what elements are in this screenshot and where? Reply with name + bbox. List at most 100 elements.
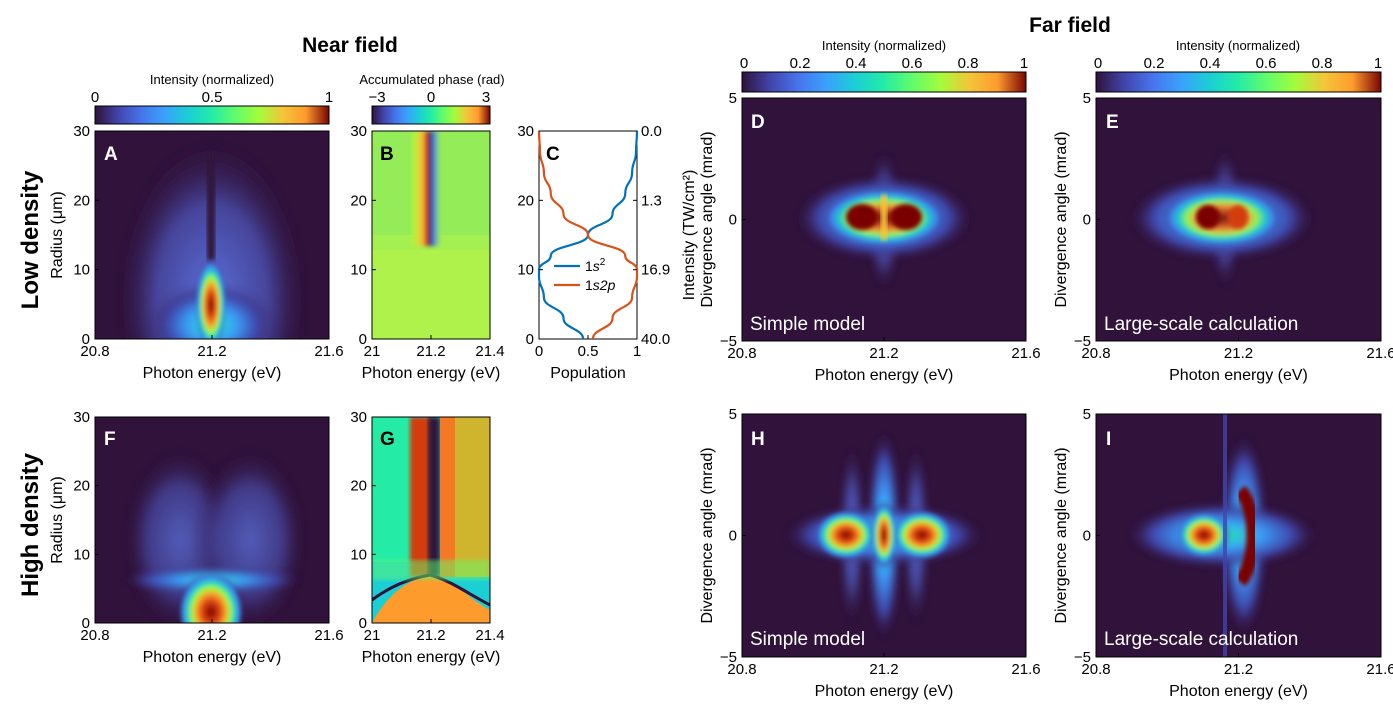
colorbar-gradient xyxy=(1095,71,1382,93)
colorbar-gradient xyxy=(741,71,1027,93)
y-tick-label: 30 xyxy=(517,123,534,140)
panel-d-xlabel: Photon energy (eV) xyxy=(815,367,954,384)
colorbar-phase: Accumulated phase (rad) −3 0 3 xyxy=(359,72,505,125)
colorbar-gradient xyxy=(371,105,491,125)
panel-c-xlabel: Population xyxy=(550,365,626,382)
y-tick-label: 20 xyxy=(73,192,90,209)
panel-b-heatmap xyxy=(372,131,490,339)
colorbar-tick: 3 xyxy=(482,89,490,106)
panel-b: B xyxy=(371,130,491,340)
y-tick-label: 0 xyxy=(359,331,367,348)
y-tick-label: 20 xyxy=(517,192,534,209)
panel-i-heatmap xyxy=(1096,414,1381,657)
colorbar-tick: −3 xyxy=(368,89,385,106)
y-tick-label: 0 xyxy=(526,331,534,348)
y-tick-label: 10 xyxy=(350,262,367,279)
y-tick-label: 0 xyxy=(1083,528,1091,545)
panel-e-ylabel: Divergence angle (mrad) xyxy=(1053,131,1070,307)
colorbar-tick: 0 xyxy=(1094,55,1102,72)
panel-h-ylabel: Divergence angle (mrad) xyxy=(699,447,716,623)
x-tick-label: 20.8 xyxy=(727,661,756,678)
colorbar-label: Intensity (normalized) xyxy=(1176,38,1300,53)
x-tick-label: 21.2 xyxy=(197,343,226,360)
panel-e-heatmap xyxy=(1096,98,1381,341)
x-tick-label: 21.6 xyxy=(1011,345,1040,362)
panel-a-heatmap xyxy=(95,131,329,339)
colorbar-tick: 0.6 xyxy=(1256,55,1277,72)
colorbar-tick: 1 xyxy=(325,89,333,106)
annotation-large-scale-i: Large-scale calculation xyxy=(1104,629,1298,650)
colorbar-tick: 0.2 xyxy=(790,55,811,72)
x-tick-label: 21.6 xyxy=(1366,345,1393,362)
y-tick-label: 5 xyxy=(1083,406,1091,423)
panel-g-xlabel: Photon energy (eV) xyxy=(362,649,501,666)
y-tick-label: 0 xyxy=(1083,212,1091,229)
y-tick-label: 5 xyxy=(729,406,737,423)
y-tick-label: 10 xyxy=(350,546,367,563)
y-tick-label: 20 xyxy=(350,478,367,495)
x-tick-label: 21.6 xyxy=(314,627,343,644)
x-tick-label: 20.8 xyxy=(727,345,756,362)
y-right-tick-label: 1.3 xyxy=(641,192,662,209)
colorbar-tick: 0.4 xyxy=(1200,55,1221,72)
x-tick-label: 21.4 xyxy=(475,343,504,360)
x-tick-label: 21 xyxy=(364,627,381,644)
panel-h: H Simple model xyxy=(741,413,1027,658)
x-tick-label: 21.2 xyxy=(1224,661,1253,678)
panel-letter-a: A xyxy=(104,144,118,165)
legend: 1s2 1s2p xyxy=(554,257,616,293)
y-tick-label: 30 xyxy=(73,123,90,140)
panel-i-xlabel: Photon energy (eV) xyxy=(1169,683,1308,700)
x-tick-label: 21.2 xyxy=(197,627,226,644)
panel-i-ylabel: Divergence angle (mrad) xyxy=(1053,447,1070,623)
colorbar-tick: 0.8 xyxy=(1312,55,1333,72)
panel-i: I Large-scale calculation xyxy=(1095,413,1382,658)
y-tick-label: −5 xyxy=(1074,649,1091,666)
colorbar-tick: 0 xyxy=(427,89,435,106)
panel-e-xlabel: Photon energy (eV) xyxy=(1169,367,1308,384)
annotation-large-scale-e: Large-scale calculation xyxy=(1104,314,1298,335)
colorbar-tick: 0 xyxy=(740,55,748,72)
y-tick-label: 10 xyxy=(73,262,90,279)
far-field-title: Far field xyxy=(1029,14,1111,37)
y-tick-label: 5 xyxy=(1083,90,1091,107)
x-tick-label: 21.2 xyxy=(416,627,445,644)
x-tick-label: 0.5 xyxy=(578,343,599,360)
legend-label-1s2p: 1s2p xyxy=(585,277,616,293)
x-tick-label: 21.6 xyxy=(314,343,343,360)
panel-e: E Large-scale calculation xyxy=(1095,97,1382,342)
y-right-tick-label: 16.9 xyxy=(641,262,670,279)
near-field-title: Near field xyxy=(302,34,398,57)
panel-a: A xyxy=(94,130,330,340)
panel-g-heatmap xyxy=(372,417,490,623)
colorbar-tick: 0.6 xyxy=(902,55,923,72)
series-line-1s2p xyxy=(537,130,639,340)
y-tick-label: 30 xyxy=(73,409,90,426)
panel-d: D Simple model xyxy=(741,97,1027,342)
x-tick-label: 1 xyxy=(633,343,641,360)
axis-label-right: Intensity (TW/cm²) xyxy=(681,170,698,301)
panel-letter-b: B xyxy=(380,144,394,165)
colorbar-tick: 0.5 xyxy=(202,89,223,106)
panel-h-xlabel: Photon energy (eV) xyxy=(815,683,954,700)
y-tick-label: 5 xyxy=(729,90,737,107)
colorbar-tick: 1 xyxy=(1374,55,1382,72)
y-tick-label: 10 xyxy=(517,262,534,279)
panel-f-ylabel: Radius (μm) xyxy=(49,476,66,563)
panel-letter-g: G xyxy=(380,429,395,450)
y-tick-label: −5 xyxy=(720,333,737,350)
annotation-simple-model-h: Simple model xyxy=(750,629,865,650)
x-tick-label: 20.8 xyxy=(1081,661,1110,678)
y-tick-label: 30 xyxy=(350,409,367,426)
y-tick-label: 20 xyxy=(73,478,90,495)
panel-f: F xyxy=(94,416,330,624)
panel-letter-f: F xyxy=(104,429,116,450)
y-tick-label: −5 xyxy=(720,649,737,666)
panel-letter-c: C xyxy=(546,144,560,165)
x-tick-label: 21.6 xyxy=(1366,661,1393,678)
y-tick-label: 0 xyxy=(82,331,90,348)
y-tick-label: 0 xyxy=(82,615,90,632)
y-tick-label: 30 xyxy=(350,123,367,140)
